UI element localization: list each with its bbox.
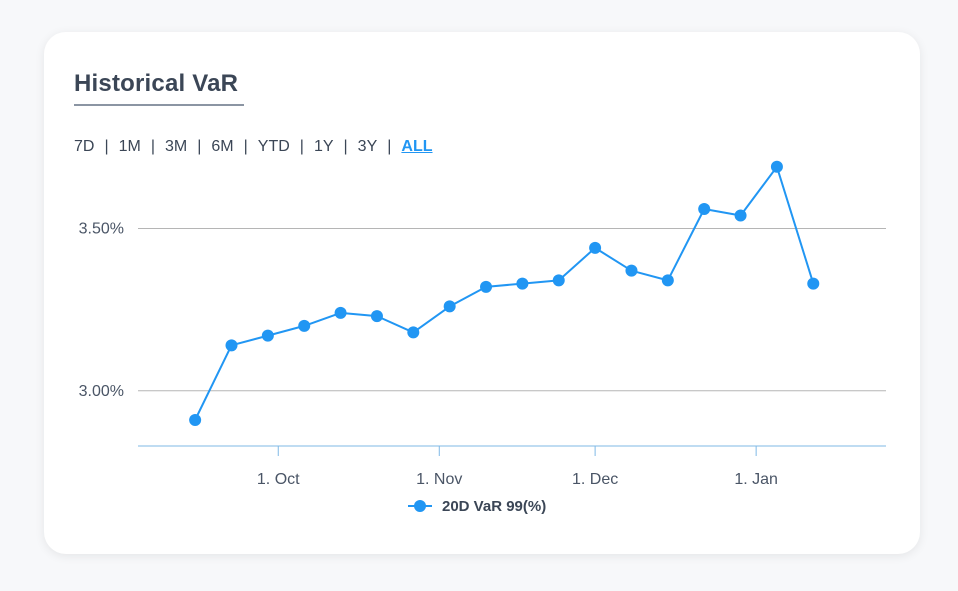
data-point bbox=[734, 209, 747, 222]
legend-label: 20D VaR 99(%) bbox=[442, 498, 546, 515]
range-button-all[interactable]: ALL bbox=[401, 138, 433, 155]
y-tick-label: 3.00% bbox=[79, 383, 124, 400]
data-point bbox=[480, 280, 493, 293]
var-card: Historical VaR 7D | 1M | 3M | 6M | YTD | 1Y | 3Y | ALL bbox=[44, 32, 920, 554]
data-point bbox=[370, 310, 383, 323]
card-title: Historical VaR bbox=[74, 70, 239, 97]
range-button-ytd[interactable]: YTD bbox=[257, 138, 290, 155]
data-point bbox=[298, 319, 311, 332]
range-separator: | bbox=[299, 138, 304, 155]
range-separator: | bbox=[197, 138, 202, 155]
data-point bbox=[407, 326, 420, 339]
data-point bbox=[261, 329, 274, 342]
range-separator: | bbox=[343, 138, 348, 155]
range-button-1m[interactable]: 1M bbox=[118, 138, 141, 155]
data-point bbox=[334, 306, 347, 319]
data-point bbox=[516, 277, 529, 290]
range-button-1y[interactable]: 1Y bbox=[313, 138, 334, 155]
data-point bbox=[189, 414, 202, 427]
data-point bbox=[770, 160, 783, 173]
range-separator: | bbox=[387, 138, 392, 155]
data-point bbox=[589, 241, 602, 254]
x-tick-label: 1. Dec bbox=[572, 471, 618, 488]
series-line bbox=[194, 165, 815, 421]
range-selector: 7D | 1M | 3M | 6M | YTD | 1Y | 3Y | ALL bbox=[74, 138, 433, 156]
title-underline bbox=[74, 104, 244, 106]
data-point bbox=[225, 339, 238, 352]
y-tick-label: 3.50% bbox=[79, 220, 124, 237]
range-separator: | bbox=[104, 138, 109, 155]
data-point bbox=[443, 300, 456, 313]
range-separator: | bbox=[243, 138, 248, 155]
data-point bbox=[625, 264, 638, 277]
range-button-3m[interactable]: 3M bbox=[165, 138, 188, 155]
data-point bbox=[807, 277, 820, 290]
range-button-6m[interactable]: 6M bbox=[211, 138, 234, 155]
legend-marker bbox=[414, 500, 426, 512]
range-separator: | bbox=[150, 138, 155, 155]
data-point bbox=[661, 274, 674, 287]
data-point bbox=[552, 274, 565, 287]
x-tick-label: 1. Nov bbox=[416, 471, 462, 488]
x-tick-label: 1. Oct bbox=[257, 471, 300, 488]
range-button-3y[interactable]: 3Y bbox=[357, 138, 378, 155]
x-tick-label: 1. Jan bbox=[734, 471, 778, 488]
range-button-7d[interactable]: 7D bbox=[74, 138, 95, 155]
data-point bbox=[698, 202, 711, 215]
